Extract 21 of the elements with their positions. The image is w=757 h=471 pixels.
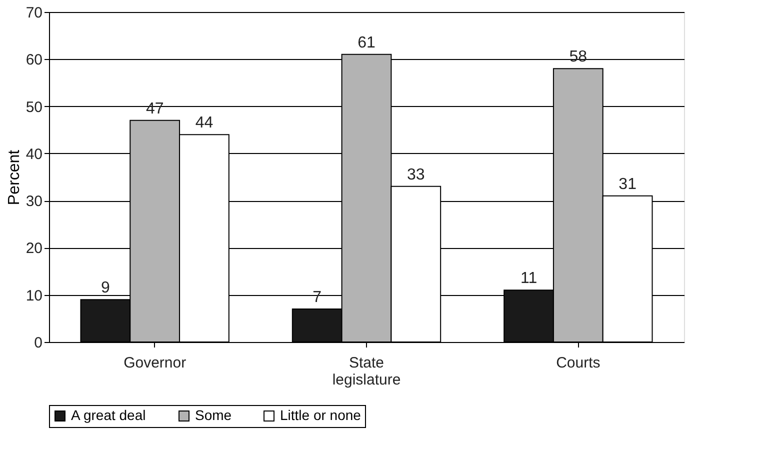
legend-label: Some [195,407,232,423]
legend-label: Little or none [280,407,362,423]
data-label: 9 [100,280,110,297]
data-label: 61 [358,34,376,52]
y-tick-label: 20 [26,240,42,258]
y-tick-label: 10 [26,287,42,304]
data-label: 44 [195,114,214,132]
y-tick-label: 0 [34,334,42,352]
x-tick-label: Governor [124,354,186,372]
y-axis-title: Percent [6,149,23,206]
y-tick-label: 70 [26,4,42,22]
x-tick-label: Courts [556,354,600,372]
x-tick-label: State legislature [332,354,401,388]
data-label: 11 [520,270,538,288]
data-label: 33 [406,166,425,184]
y-tick-label: 30 [26,193,42,210]
data-label: 31 [618,176,637,193]
y-tick-label: 60 [26,52,42,69]
legend-label: A great deal [71,407,146,423]
y-tick-label: 50 [26,98,42,116]
y-tick-label: 40 [26,146,42,163]
